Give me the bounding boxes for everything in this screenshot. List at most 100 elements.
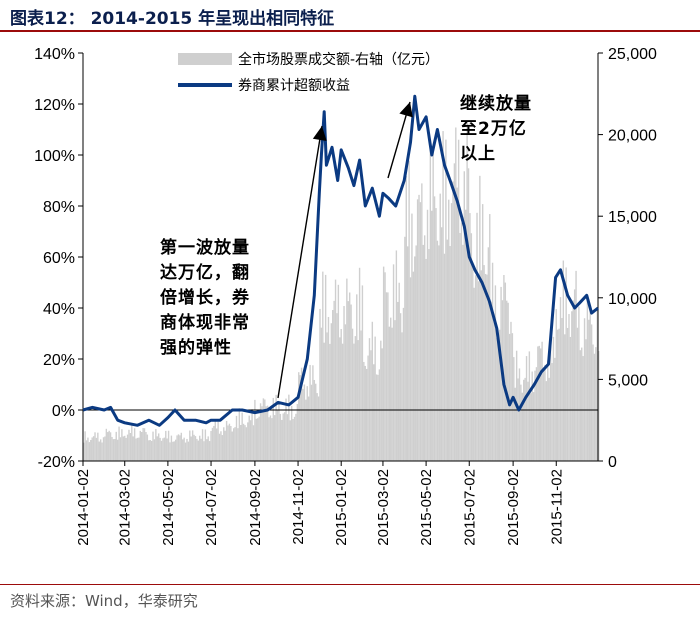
volume-bar: [598, 351, 600, 461]
left-tick-label: 140%: [34, 46, 75, 63]
volume-bar: [182, 439, 184, 461]
right-tick-label: 15,000: [608, 209, 657, 226]
volume-bar: [524, 377, 526, 461]
volume-bar: [264, 399, 266, 461]
volume-bar: [474, 275, 477, 461]
volume-bar: [241, 412, 243, 461]
x-tick-label: 2014-01-02: [75, 469, 92, 546]
volume-bar: [315, 383, 317, 461]
volume-bar: [534, 370, 536, 461]
volume-bar: [187, 441, 190, 461]
volume-bar: [357, 340, 359, 461]
volume-bar: [231, 431, 233, 461]
left-tick-label: 40%: [43, 301, 75, 318]
volume-bar: [541, 341, 543, 461]
volume-bar: [564, 334, 566, 461]
volume-bar: [152, 431, 154, 461]
volume-bar: [356, 294, 358, 461]
volume-bar: [426, 209, 429, 461]
volume-bar: [586, 295, 589, 461]
annotation-wave1-line: 达万亿，翻: [160, 263, 250, 283]
volume-bar: [272, 397, 274, 461]
left-tick-label: 60%: [43, 250, 75, 267]
volume-bar: [112, 439, 115, 461]
volume-bar: [539, 348, 542, 461]
volume-bar: [446, 239, 449, 461]
volume-bar: [261, 406, 263, 461]
volume-bar: [551, 363, 553, 461]
volume-bar: [149, 439, 151, 461]
volume-bar: [305, 399, 307, 461]
volume-bar: [388, 326, 391, 461]
volume-bar: [453, 163, 456, 462]
volume-bar: [419, 202, 422, 462]
volume-bar: [190, 436, 192, 461]
volume-bar: [423, 235, 426, 461]
volume-bar: [220, 431, 222, 461]
volume-bar: [115, 431, 117, 461]
volume-bar: [153, 439, 156, 461]
x-tick-label: 2015-01-02: [333, 469, 350, 546]
volume-bar: [309, 364, 311, 461]
volume-bar: [497, 336, 499, 461]
volume-bar: [370, 350, 372, 461]
annotation-wave1-line: 第一波放量: [160, 238, 250, 258]
volume-bar: [337, 284, 340, 461]
volume-bar: [217, 421, 219, 461]
volume-bar: [85, 440, 88, 461]
volume-bar: [404, 236, 406, 461]
volume-bar: [373, 364, 375, 461]
volume-bar: [91, 437, 93, 461]
left-tick-label: 0%: [52, 403, 75, 420]
volume-bar: [166, 438, 168, 461]
volume-bar: [163, 437, 166, 461]
x-tick-label: 2015-11-02: [548, 469, 565, 545]
volume-bar: [334, 279, 337, 461]
volume-bar: [114, 439, 116, 461]
x-tick-label: 2015-03-02: [375, 469, 392, 546]
volume-bar: [558, 328, 560, 461]
volume-bar: [493, 322, 495, 461]
volume-bar: [221, 435, 224, 461]
legend-label-line: 券商累计超额收益: [238, 78, 350, 94]
volume-bar: [179, 435, 181, 461]
x-tick-label: 2015-07-02: [461, 469, 478, 546]
volume-bar: [128, 429, 130, 461]
volume-bar: [569, 336, 572, 461]
volume-bar: [206, 439, 208, 461]
volume-bar: [595, 347, 597, 461]
volume-bar: [465, 209, 467, 461]
volume-bar: [223, 427, 225, 461]
volume-bar: [281, 419, 283, 461]
volume-bar: [275, 394, 277, 461]
volume-bar: [429, 141, 432, 461]
volume-bar: [227, 425, 229, 461]
volume-bar: [449, 246, 451, 461]
volume-bar: [562, 260, 565, 461]
volume-bar: [167, 430, 170, 461]
volume-bar: [108, 430, 110, 461]
volume-bar: [286, 414, 289, 461]
volume-bar: [521, 392, 523, 461]
x-tick-label: 2015-09-02: [505, 469, 522, 546]
volume-bar: [575, 270, 577, 461]
volume-bar: [503, 275, 505, 461]
left-tick-label: 100%: [34, 148, 75, 165]
volume-bar: [381, 348, 383, 461]
volume-bar: [585, 339, 587, 461]
arrow-wave2-head: [399, 102, 413, 118]
volume-bar: [439, 193, 441, 461]
volume-bar: [252, 425, 255, 461]
volume-bar: [535, 367, 538, 461]
volume-bar: [295, 413, 297, 461]
volume-bar: [538, 345, 540, 461]
volume-bar: [234, 427, 236, 461]
volume-bar: [405, 175, 407, 461]
volume-bar: [358, 267, 361, 461]
volume-bar: [459, 232, 461, 461]
volume-bar: [549, 334, 552, 461]
volume-bar: [556, 329, 559, 461]
volume-bar: [104, 436, 106, 461]
volume-bar: [177, 434, 180, 461]
volume-bar: [136, 437, 139, 461]
